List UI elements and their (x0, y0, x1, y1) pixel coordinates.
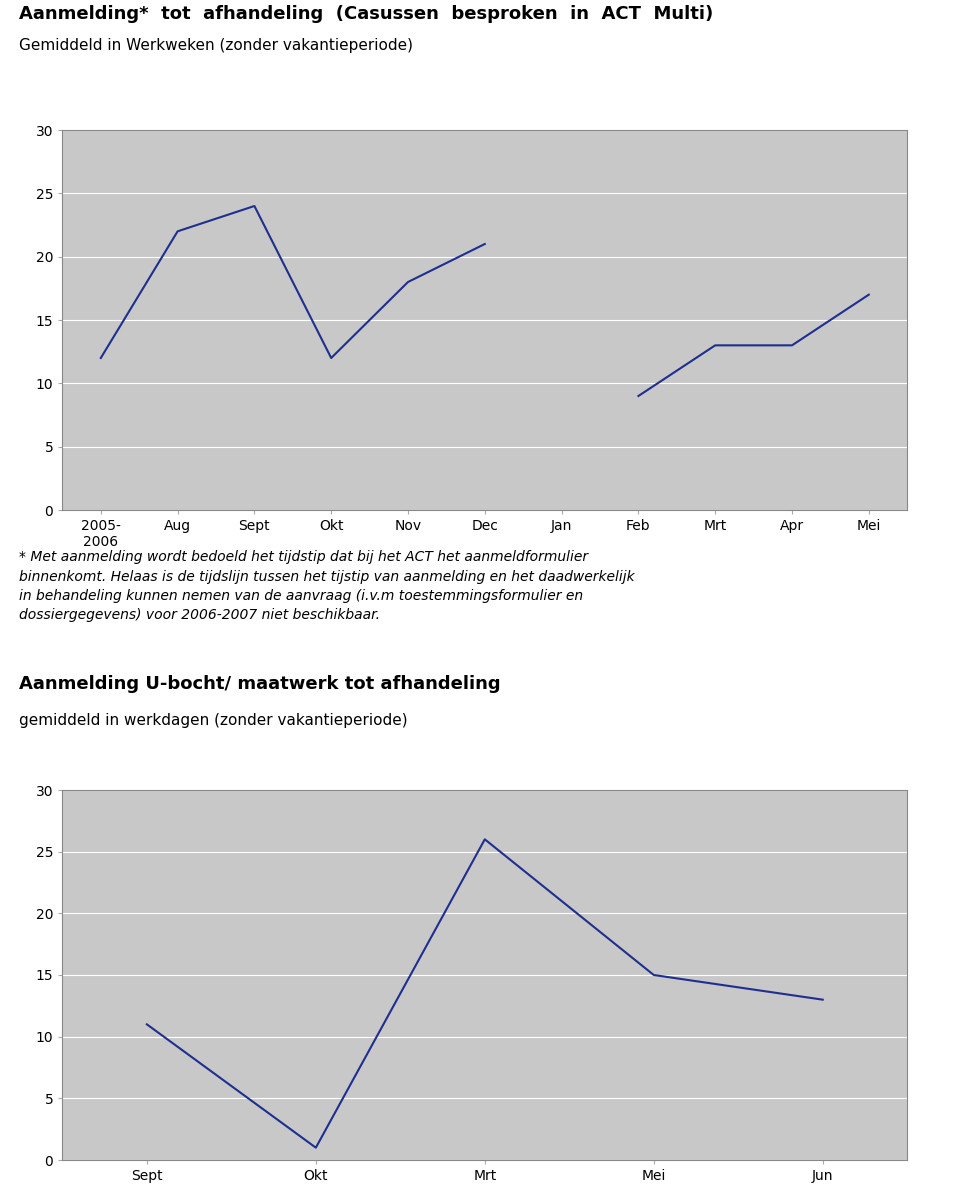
Text: Gemiddeld in Werkweken (zonder vakantieperiode): Gemiddeld in Werkweken (zonder vakantiep… (19, 38, 413, 53)
Text: Aanmelding U-bocht/ maatwerk tot afhandeling: Aanmelding U-bocht/ maatwerk tot afhande… (19, 675, 501, 693)
Text: gemiddeld in werkdagen (zonder vakantieperiode): gemiddeld in werkdagen (zonder vakantiep… (19, 714, 408, 728)
Text: * Met aanmelding wordt bedoeld het tijdstip dat bij het ACT het aanmeldformulier: * Met aanmelding wordt bedoeld het tijds… (19, 550, 635, 623)
Text: Aanmelding*  tot  afhandeling  (Casussen  besproken  in  ACT  Multi): Aanmelding* tot afhandeling (Casussen be… (19, 5, 713, 23)
